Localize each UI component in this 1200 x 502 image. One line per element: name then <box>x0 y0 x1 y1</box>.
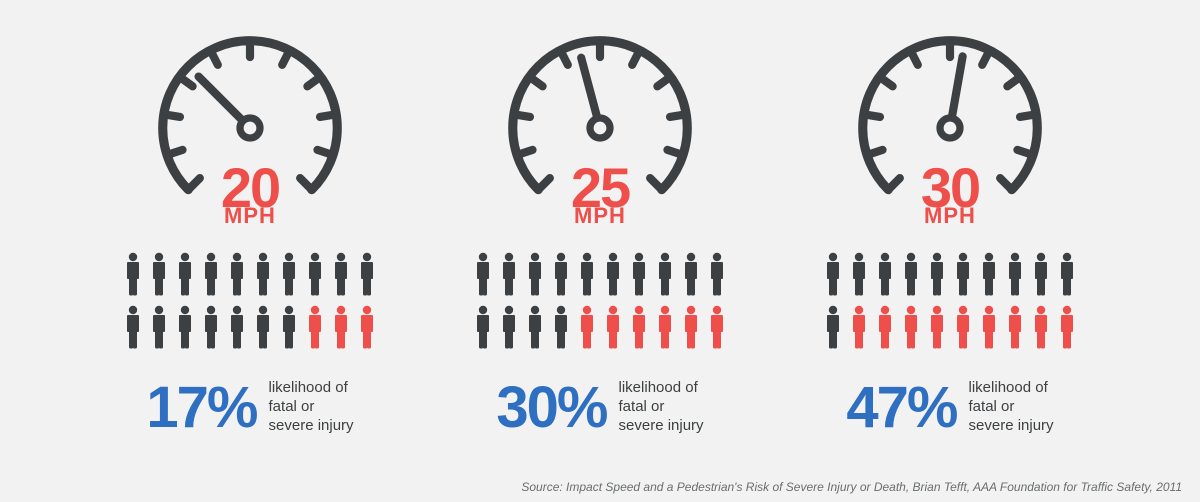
person-icon <box>1056 252 1078 301</box>
person-icon <box>304 252 326 301</box>
stat-row: 17%likelihood offatal orsevere injury <box>146 374 353 441</box>
speed-panel: 20MPH <box>105 28 395 441</box>
speed-unit: MPH <box>571 207 629 226</box>
person-icon <box>628 305 650 354</box>
person-icon <box>278 305 300 354</box>
person-icon <box>628 252 650 301</box>
percent-value: 47% <box>846 374 956 441</box>
person-icon <box>1004 252 1026 301</box>
person-icon <box>706 252 728 301</box>
person-icon <box>602 252 624 301</box>
person-icon <box>706 305 728 354</box>
stat-row: 30%likelihood offatal orsevere injury <box>496 374 703 441</box>
person-icon <box>148 305 170 354</box>
percent-value: 17% <box>146 374 256 441</box>
person-icon <box>472 252 494 301</box>
source-citation: Source: Impact Speed and a Pedestrian's … <box>521 480 1182 494</box>
person-icon <box>226 305 248 354</box>
speed-panel: 30MPH <box>805 28 1095 441</box>
person-icon <box>278 252 300 301</box>
people-row <box>472 252 728 301</box>
person-icon <box>174 305 196 354</box>
panels-container: 20MPH <box>0 0 1200 441</box>
person-icon <box>654 305 676 354</box>
person-icon <box>1030 252 1052 301</box>
person-icon <box>900 252 922 301</box>
speed-unit: MPH <box>221 207 279 226</box>
percent-description: likelihood offatal orsevere injury <box>969 379 1054 435</box>
person-icon <box>576 252 598 301</box>
person-icon <box>1030 305 1052 354</box>
person-icon <box>926 252 948 301</box>
person-icon <box>602 305 624 354</box>
person-icon <box>848 252 870 301</box>
person-icon <box>822 252 844 301</box>
person-icon <box>304 305 326 354</box>
person-icon <box>550 252 572 301</box>
percent-description: likelihood offatal orsevere injury <box>269 379 354 435</box>
person-icon <box>330 252 352 301</box>
person-icon <box>356 305 378 354</box>
person-icon <box>122 305 144 354</box>
speedometer-gauge: 20MPH <box>140 28 360 228</box>
person-icon <box>874 252 896 301</box>
person-icon <box>576 305 598 354</box>
person-icon <box>200 305 222 354</box>
speed-label: 30MPH <box>921 164 979 226</box>
percent-value: 30% <box>496 374 606 441</box>
person-icon <box>122 252 144 301</box>
speed-label: 20MPH <box>221 164 279 226</box>
person-icon <box>874 305 896 354</box>
person-icon <box>524 305 546 354</box>
person-icon <box>978 252 1000 301</box>
person-icon <box>550 305 572 354</box>
people-pictogram <box>122 252 378 354</box>
people-pictogram <box>472 252 728 354</box>
person-icon <box>226 252 248 301</box>
person-icon <box>356 252 378 301</box>
stat-row: 47%likelihood offatal orsevere injury <box>846 374 1053 441</box>
people-row <box>822 305 1078 354</box>
person-icon <box>900 305 922 354</box>
person-icon <box>848 305 870 354</box>
person-icon <box>978 305 1000 354</box>
speedometer-gauge: 25MPH <box>490 28 710 228</box>
person-icon <box>952 305 974 354</box>
person-icon <box>1056 305 1078 354</box>
percent-description: likelihood offatal orsevere injury <box>619 379 704 435</box>
people-row <box>472 305 728 354</box>
person-icon <box>654 252 676 301</box>
person-icon <box>330 305 352 354</box>
person-icon <box>498 252 520 301</box>
person-icon <box>926 305 948 354</box>
person-icon <box>148 252 170 301</box>
person-icon <box>174 252 196 301</box>
people-row <box>122 305 378 354</box>
person-icon <box>680 305 702 354</box>
person-icon <box>498 305 520 354</box>
person-icon <box>680 252 702 301</box>
person-icon <box>472 305 494 354</box>
people-row <box>822 252 1078 301</box>
person-icon <box>1004 305 1026 354</box>
person-icon <box>200 252 222 301</box>
speed-unit: MPH <box>921 207 979 226</box>
person-icon <box>952 252 974 301</box>
person-icon <box>252 252 274 301</box>
speed-panel: 25MPH <box>455 28 745 441</box>
people-pictogram <box>822 252 1078 354</box>
person-icon <box>252 305 274 354</box>
person-icon <box>524 252 546 301</box>
people-row <box>122 252 378 301</box>
person-icon <box>822 305 844 354</box>
speedometer-gauge: 30MPH <box>840 28 1060 228</box>
speed-label: 25MPH <box>571 164 629 226</box>
